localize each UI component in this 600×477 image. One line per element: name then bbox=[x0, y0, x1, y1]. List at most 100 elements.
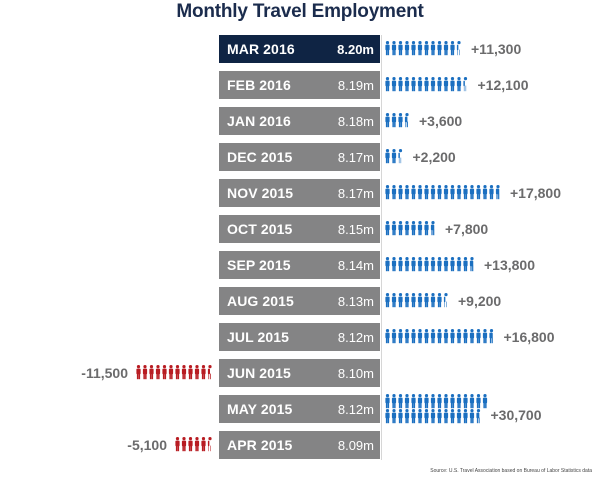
person-icon bbox=[398, 113, 403, 128]
person-icon bbox=[424, 185, 429, 200]
employment-total: 8.17m bbox=[337, 186, 374, 201]
person-icon bbox=[463, 394, 468, 409]
icon-row bbox=[385, 41, 461, 56]
person-icon bbox=[162, 365, 167, 380]
person-icon bbox=[391, 77, 397, 92]
month-bar: NOV 2015 8.17m bbox=[219, 179, 380, 207]
person-icon bbox=[430, 185, 436, 200]
person-icon bbox=[437, 41, 442, 56]
icon-row bbox=[175, 437, 212, 452]
person-icon bbox=[430, 221, 435, 236]
employment-total: 8.17m bbox=[337, 150, 374, 165]
person-icon bbox=[456, 329, 462, 344]
person-icon bbox=[391, 293, 397, 308]
person-icon bbox=[411, 41, 416, 56]
person-icon bbox=[398, 149, 403, 164]
person-icon bbox=[411, 293, 416, 308]
month-bar: MAR 2016 8.20m bbox=[219, 35, 380, 63]
person-icon bbox=[424, 394, 429, 409]
icon-row bbox=[385, 293, 448, 308]
person-icon bbox=[385, 293, 390, 308]
person-icon bbox=[194, 365, 200, 380]
month-label: JUN 2015 bbox=[227, 365, 291, 381]
icon-row bbox=[385, 394, 488, 409]
person-icon bbox=[443, 41, 449, 56]
person-icon bbox=[175, 365, 180, 380]
person-icon bbox=[385, 257, 390, 272]
employment-total: 8.18m bbox=[337, 114, 374, 129]
month-label: SEP 2015 bbox=[227, 257, 291, 273]
person-icon bbox=[463, 185, 468, 200]
person-icon bbox=[398, 409, 403, 424]
person-icon bbox=[188, 437, 193, 452]
person-icon bbox=[385, 149, 390, 164]
person-icon bbox=[437, 293, 442, 308]
person-icon bbox=[424, 329, 429, 344]
person-icon bbox=[168, 365, 174, 380]
person-icon bbox=[417, 41, 423, 56]
person-icon bbox=[417, 257, 423, 272]
change-label: -5,100 bbox=[127, 437, 167, 453]
person-icon bbox=[443, 185, 449, 200]
change-label: +9,200 bbox=[458, 293, 502, 309]
person-icon bbox=[469, 409, 475, 424]
person-icon bbox=[411, 329, 416, 344]
person-icon bbox=[404, 113, 409, 128]
person-icon bbox=[489, 185, 494, 200]
employment-total: 8.20m bbox=[337, 42, 374, 57]
change-label: +12,100 bbox=[477, 77, 529, 93]
person-icon bbox=[476, 409, 481, 424]
person-icon bbox=[430, 329, 436, 344]
person-icon bbox=[443, 293, 448, 308]
person-icon bbox=[385, 113, 390, 128]
chart-title: Monthly Travel Employment bbox=[176, 1, 424, 22]
person-icon bbox=[450, 185, 455, 200]
person-icon bbox=[456, 409, 462, 424]
person-icon bbox=[476, 329, 481, 344]
person-icon bbox=[417, 394, 423, 409]
employment-total: 8.09m bbox=[337, 438, 374, 453]
change-label: +17,800 bbox=[510, 185, 561, 201]
person-icon bbox=[489, 329, 494, 344]
person-icon bbox=[443, 257, 449, 272]
person-icon bbox=[437, 394, 442, 409]
person-icon bbox=[463, 329, 468, 344]
change-label: +30,700 bbox=[490, 407, 542, 423]
employment-total: 8.15m bbox=[337, 222, 374, 237]
person-icon bbox=[404, 409, 410, 424]
source-note: Source: U.S. Travel Association based on… bbox=[430, 468, 592, 474]
icon-row bbox=[136, 365, 212, 380]
person-icon bbox=[155, 365, 161, 380]
person-icon bbox=[391, 113, 397, 128]
person-icon bbox=[443, 329, 449, 344]
change-label: +7,800 bbox=[445, 221, 489, 237]
icon-row bbox=[385, 329, 494, 344]
person-icon bbox=[482, 185, 488, 200]
month-label: JUL 2015 bbox=[227, 329, 290, 345]
person-icon bbox=[424, 257, 429, 272]
person-icon bbox=[430, 293, 436, 308]
person-icon bbox=[398, 41, 403, 56]
person-icon bbox=[201, 365, 206, 380]
person-icon bbox=[430, 41, 436, 56]
person-icon bbox=[437, 257, 442, 272]
person-icon bbox=[424, 409, 429, 424]
person-icon bbox=[404, 394, 410, 409]
person-icon bbox=[136, 365, 141, 380]
icon-row bbox=[385, 409, 481, 424]
person-icon bbox=[469, 329, 475, 344]
person-icon bbox=[443, 394, 449, 409]
month-bar: APR 2015 8.09m bbox=[219, 431, 380, 459]
person-icon bbox=[398, 329, 403, 344]
person-icon bbox=[207, 365, 212, 380]
month-label: AUG 2015 bbox=[227, 293, 294, 309]
person-icon bbox=[404, 77, 410, 92]
person-icon bbox=[411, 77, 416, 92]
month-label: DEC 2015 bbox=[227, 149, 293, 165]
month-label: MAY 2015 bbox=[227, 401, 293, 417]
month-label: JAN 2016 bbox=[227, 113, 291, 129]
person-icon bbox=[463, 77, 468, 92]
person-icon bbox=[456, 394, 462, 409]
month-bar: DEC 2015 8.17m bbox=[219, 143, 380, 171]
person-icon bbox=[398, 293, 403, 308]
